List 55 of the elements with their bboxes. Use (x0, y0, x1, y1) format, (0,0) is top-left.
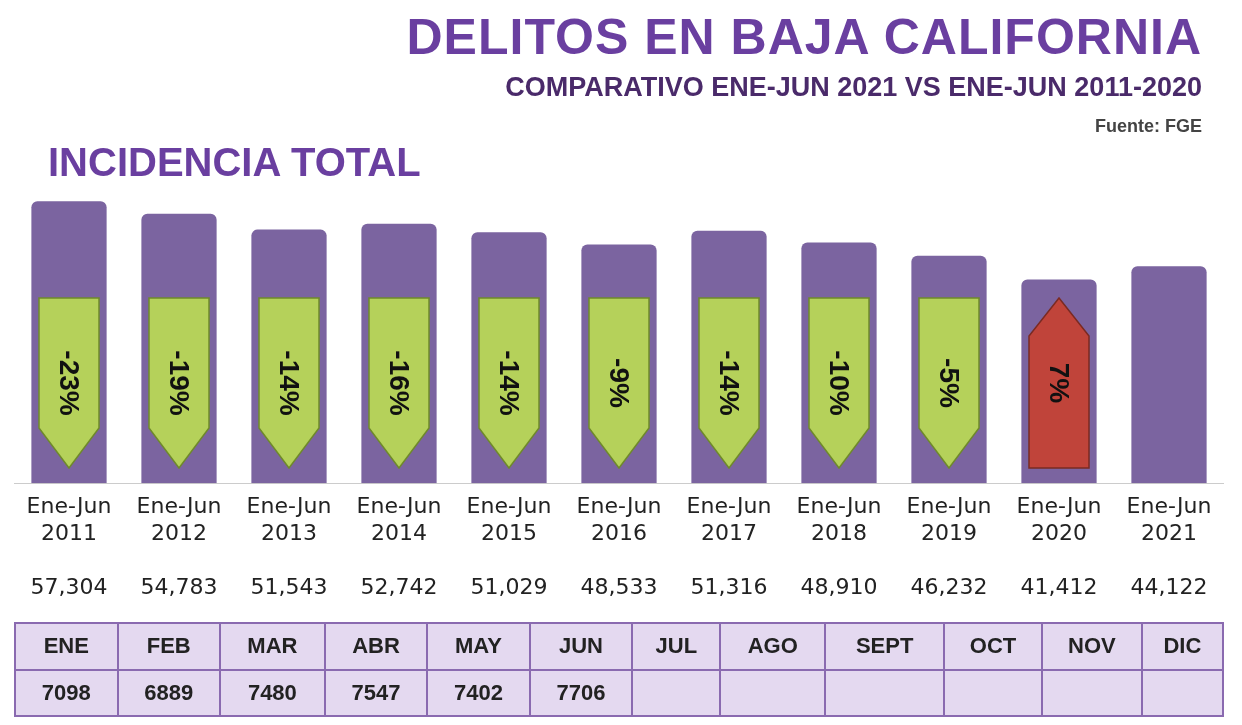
annotation: -14% (273, 350, 305, 416)
data-label: 7098 (15, 669, 118, 716)
category-label: MAY (427, 623, 530, 670)
data-label: 51,316 (690, 573, 768, 599)
annotation: -10% (823, 350, 855, 416)
bar (1131, 266, 1207, 484)
x-tick-label: Ene-Jun 2020 (1016, 493, 1102, 545)
x-tick-label: Ene-Jun 2015 (466, 493, 552, 545)
x-tick-label: Ene-Jun 2018 (796, 493, 882, 545)
category-label: AGO (720, 623, 826, 670)
category-label: ENE (15, 623, 118, 670)
data-label: 54,783 (140, 573, 218, 599)
annotation: 7% (1043, 362, 1075, 404)
annotation: -5% (933, 358, 965, 409)
data-label: 7480 (220, 669, 325, 716)
x-tick-label: Ene-Jun 2021 (1126, 493, 1212, 545)
x-tick-label: Ene-Jun 2017 (686, 493, 772, 545)
annotation: -19% (163, 350, 195, 416)
data-label: 41,412 (1020, 573, 1098, 599)
x-tick-label: Ene-Jun 2013 (246, 493, 332, 545)
annotation: -14% (493, 350, 525, 416)
x-tick-label: Ene-Jun 2019 (906, 493, 992, 545)
category-label: NOV (1041, 623, 1142, 670)
category-label: JUN (529, 623, 633, 670)
category-label: SEPT (825, 623, 945, 670)
annotation: -9% (603, 358, 635, 409)
data-label: 48,533 (580, 573, 658, 599)
data-label: 51,029 (470, 573, 548, 599)
data-label: 7402 (427, 669, 530, 716)
category-label: FEB (117, 623, 220, 670)
source-note: Fuente: FGE (1095, 116, 1202, 137)
annotation: -14% (713, 350, 745, 416)
data-label: 44,122 (1130, 573, 1208, 599)
data-label: 7706 (529, 669, 633, 716)
annotation: -16% (383, 350, 415, 416)
data-label: 51,543 (250, 573, 328, 599)
data-label: 48,910 (800, 573, 878, 599)
x-tick-label: Ene-Jun 2016 (576, 493, 662, 545)
data-label: 46,232 (910, 573, 988, 599)
category-label: OCT (944, 623, 1042, 670)
data-label: 57,304 (30, 573, 108, 599)
x-tick-label: Ene-Jun 2011 (26, 493, 112, 545)
chart-title: DELITOS EN BAJA CALIFORNIA (406, 8, 1202, 66)
chart-subtitle: COMPARATIVO ENE-JUN 2021 VS ENE-JUN 2011-2020 (505, 72, 1202, 103)
text: INCIDENCIA TOTAL (48, 140, 421, 185)
annotation: -23% (53, 350, 85, 416)
data-label: 6889 (117, 669, 220, 716)
category-label: JUL (632, 623, 721, 670)
data-label: 7547 (324, 669, 428, 716)
data-label: 52,742 (360, 573, 438, 599)
category-label: ABR (324, 623, 428, 670)
category-label: MAR (220, 623, 325, 670)
x-tick-label: Ene-Jun 2014 (356, 493, 442, 545)
category-label: DIC (1141, 623, 1223, 670)
x-tick-label: Ene-Jun 2012 (136, 493, 222, 545)
